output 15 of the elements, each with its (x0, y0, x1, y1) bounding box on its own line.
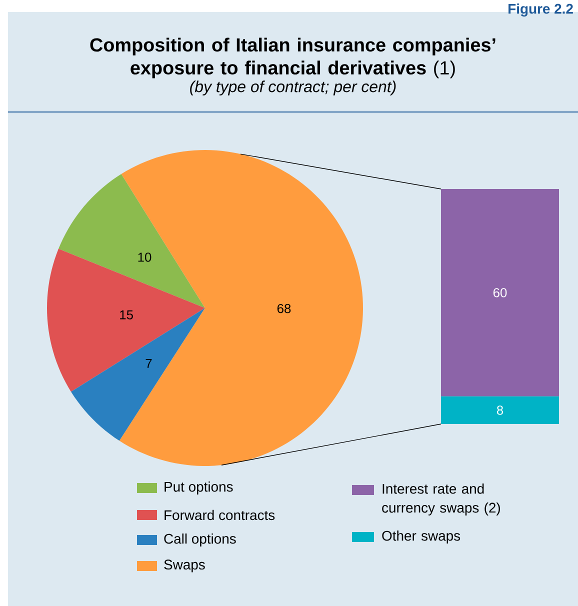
data-label: 68 (277, 304, 291, 314)
legend-label: Forward contracts (164, 510, 275, 520)
legend-label: Swaps (164, 560, 205, 572)
legend-label: Other swaps (382, 530, 460, 544)
chart-subtitle: (by type of contract; per cent) (190, 80, 396, 96)
data-label: 15 (120, 310, 133, 320)
data-label: 60 (493, 288, 507, 298)
legend-label: Call options (164, 533, 236, 546)
legend-label: Interest rate and currency swaps (2) (382, 484, 500, 516)
legend-label: Put options (164, 481, 233, 494)
data-label: 8 (496, 406, 504, 415)
data-label: 7 (146, 359, 152, 368)
data-label: 10 (138, 252, 152, 262)
caption: Figure 2.2 (508, 4, 573, 17)
chart-title: Composition of Italian insurance companies’ exposure to financial derivatives (1) (90, 38, 496, 78)
